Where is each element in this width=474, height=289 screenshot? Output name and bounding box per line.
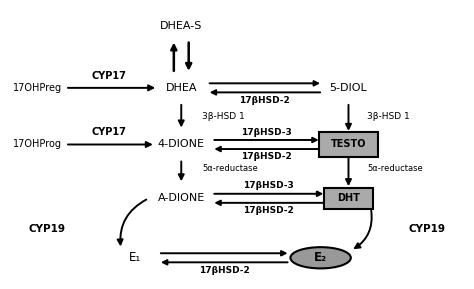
Text: 3β-HSD 1: 3β-HSD 1 — [367, 112, 410, 121]
Text: DHEA: DHEA — [165, 83, 197, 93]
Text: 5α-reductase: 5α-reductase — [367, 164, 423, 173]
Text: 17βHSD-2: 17βHSD-2 — [239, 96, 290, 105]
Text: 5-DIOL: 5-DIOL — [329, 83, 367, 93]
Text: CYP17: CYP17 — [92, 127, 127, 137]
Text: 17βHSD-3: 17βHSD-3 — [241, 127, 292, 137]
Text: E₂: E₂ — [314, 251, 327, 264]
Text: A-DIONE: A-DIONE — [158, 193, 205, 203]
Text: 17βHSD-3: 17βHSD-3 — [244, 181, 294, 190]
FancyBboxPatch shape — [324, 188, 373, 209]
Text: 17βHSD-2: 17βHSD-2 — [199, 266, 250, 275]
Text: CYP19: CYP19 — [28, 225, 65, 234]
FancyBboxPatch shape — [319, 132, 377, 157]
Text: 5α-reductase: 5α-reductase — [202, 164, 258, 173]
Text: 17βHSD-2: 17βHSD-2 — [244, 206, 294, 215]
Text: 17βHSD-2: 17βHSD-2 — [241, 152, 292, 162]
Text: E₁: E₁ — [128, 251, 141, 264]
Text: CYP19: CYP19 — [409, 225, 446, 234]
Text: DHEA-S: DHEA-S — [160, 21, 202, 31]
Text: 4-DIONE: 4-DIONE — [158, 140, 205, 149]
Text: 17OHPreg: 17OHPreg — [13, 83, 62, 93]
Text: 17OHProg: 17OHProg — [13, 140, 62, 149]
Text: CYP17: CYP17 — [92, 71, 127, 81]
Ellipse shape — [291, 247, 351, 268]
Text: TESTO: TESTO — [331, 140, 366, 149]
Text: DHT: DHT — [337, 193, 360, 203]
Text: 3β-HSD 1: 3β-HSD 1 — [202, 112, 245, 121]
